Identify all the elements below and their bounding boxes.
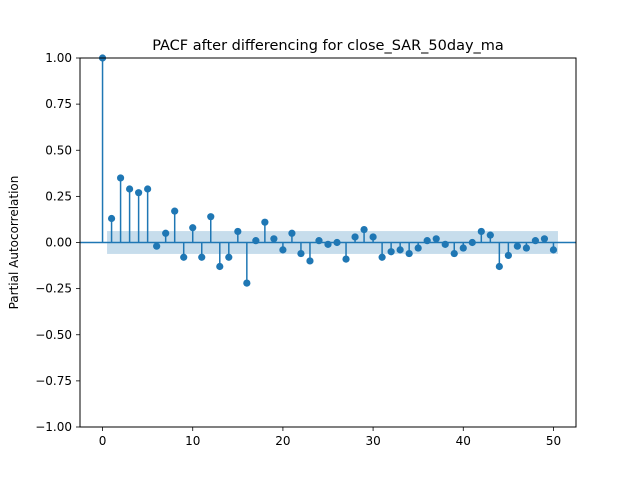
x-tick-label: 30	[365, 434, 380, 448]
stem-marker	[423, 237, 431, 245]
stem-marker	[333, 238, 341, 247]
stem-marker	[198, 253, 206, 261]
stem-marker	[279, 246, 287, 254]
stem-marker	[450, 249, 458, 258]
stem-marker	[261, 218, 269, 226]
stem-marker	[171, 207, 179, 215]
stem-marker	[369, 233, 377, 241]
stem-marker	[405, 249, 413, 258]
marker-layer	[98, 54, 558, 287]
chart-title: PACF after differencing for close_SAR_50…	[152, 38, 504, 54]
stem-marker	[270, 235, 278, 243]
stem-marker	[297, 249, 305, 258]
stem-marker	[477, 227, 485, 236]
x-tick-label: 40	[456, 434, 471, 448]
stem-marker	[135, 189, 143, 197]
stem-marker	[234, 227, 242, 236]
stem-marker	[162, 229, 170, 237]
stem-marker	[495, 262, 503, 271]
stem-marker	[360, 225, 368, 234]
stem-marker	[414, 244, 422, 252]
stem-marker	[116, 174, 125, 182]
stem-marker	[324, 240, 332, 248]
x-tick-label: 10	[185, 434, 200, 448]
stem-marker	[306, 257, 314, 265]
stem-marker	[387, 248, 395, 256]
y-tick-label: −0.75	[35, 374, 72, 388]
y-axis-label: Partial Autocorrelation	[7, 176, 21, 310]
stem-marker	[252, 237, 260, 245]
y-tick-label: −0.50	[35, 328, 72, 342]
y-tick-label: 1.00	[45, 51, 72, 65]
x-axis-ticks: 0 10 20 30 40 50	[99, 427, 561, 448]
stem-marker	[540, 235, 549, 243]
stem-marker	[225, 253, 233, 261]
y-tick-label: 0.75	[45, 97, 72, 111]
stem-marker	[459, 244, 467, 252]
stem-marker	[513, 242, 521, 250]
stem-marker	[315, 237, 323, 245]
x-tick-label: 20	[275, 434, 290, 448]
stem-marker	[342, 255, 350, 263]
y-tick-label: −0.25	[35, 282, 72, 296]
y-tick-label: 0.25	[45, 189, 72, 203]
stem-marker	[396, 246, 404, 254]
stem-marker	[531, 237, 540, 245]
stem-marker	[189, 224, 197, 232]
y-tick-label: 0.00	[45, 236, 72, 250]
stem-marker	[243, 279, 251, 287]
y-tick-label: −1.00	[35, 420, 72, 434]
stem-marker	[522, 244, 531, 252]
stem-marker	[180, 253, 188, 261]
stem-marker	[126, 185, 134, 193]
stem-marker	[504, 251, 512, 260]
stem-marker	[107, 214, 116, 223]
stem-marker	[207, 213, 215, 221]
y-tick-label: 0.50	[45, 143, 72, 157]
stem-marker	[288, 229, 296, 237]
x-tick-label: 0	[99, 434, 107, 448]
stem-marker	[144, 185, 152, 193]
stem-marker	[351, 233, 359, 241]
stem-marker	[468, 238, 476, 247]
stem-marker	[216, 262, 224, 271]
y-axis-ticks: 1.00 0.75 0.50 0.25 0.00 −0.25 −0.50 −0.75 −1.00	[35, 51, 80, 434]
stem-marker	[432, 235, 440, 243]
stem-marker	[486, 231, 494, 239]
stem-marker	[441, 240, 449, 248]
stem-marker	[153, 242, 161, 250]
x-tick-label: 50	[546, 434, 561, 448]
stem-marker	[378, 253, 386, 261]
stem-marker	[549, 246, 558, 254]
